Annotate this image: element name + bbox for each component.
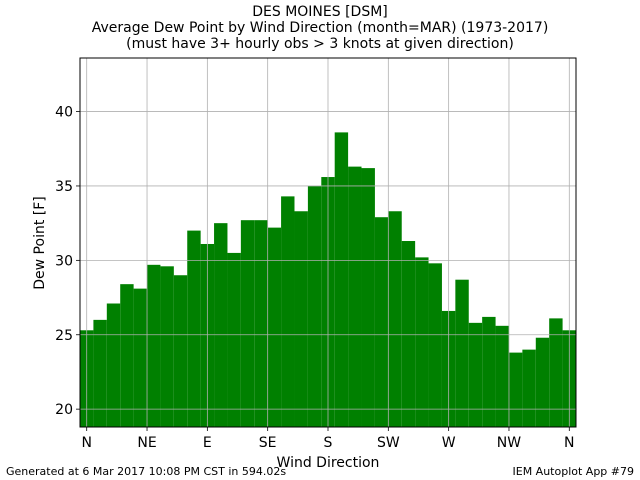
bar [374,217,389,427]
bar [388,211,402,427]
bar [361,168,375,427]
tick-labels: N NE E SE S SW W NW N 20 25 30 35 40 [55,105,574,451]
x-tick-label: SW [377,435,400,451]
bar [254,220,268,427]
chart-subtitle: Average Dew Point by Wind Direction (mon… [91,20,549,36]
bar [240,220,255,427]
bar [160,266,174,427]
bar [227,252,241,427]
bar [93,319,107,427]
bar [482,316,496,427]
bar [294,211,308,427]
x-tick-label: E [203,435,212,451]
footer-generated-text: Generated at 6 Mar 2017 10:08 PM CST in … [6,465,287,478]
y-tick-label: 30 [55,253,73,269]
y-tick-label: 35 [55,179,73,195]
y-axis-label: Dew Point [F] [32,196,48,289]
bar [428,263,442,427]
x-tick-label: SE [259,435,277,451]
x-tick-label: N [564,435,574,451]
x-tick-label: NE [137,435,156,451]
bar [415,257,429,427]
bar [133,288,148,427]
x-tick-label: NW [497,435,521,451]
chart-subtitle-2: (must have 3+ hourly obs > 3 knots at gi… [126,36,514,52]
bar [549,318,563,427]
bar [348,166,362,427]
y-tick-label: 40 [55,105,73,121]
bar [468,322,483,427]
x-tick-label: S [324,435,333,451]
x-tick-label: N [81,435,91,451]
bar [267,227,282,427]
y-tick-label: 25 [55,328,73,344]
y-tick-label: 20 [55,402,73,418]
bar [535,337,550,427]
x-axis-label: Wind Direction [277,455,380,471]
bar [334,132,349,428]
bar [455,279,469,427]
bar [173,275,188,427]
chart-title: DES MOINES [DSM] [252,4,388,20]
footer-app-label: IEM Autoplot App #79 [512,465,635,478]
bar [106,303,121,427]
bar [495,325,509,427]
bar [214,223,228,427]
bar [401,241,416,427]
bar [147,264,161,427]
bar [120,284,134,427]
bar [307,185,322,427]
bar [508,352,523,427]
grid-lines [80,58,576,427]
x-tick-label: W [442,435,456,451]
bar [522,349,536,427]
bar [281,196,295,427]
bar [187,230,201,427]
